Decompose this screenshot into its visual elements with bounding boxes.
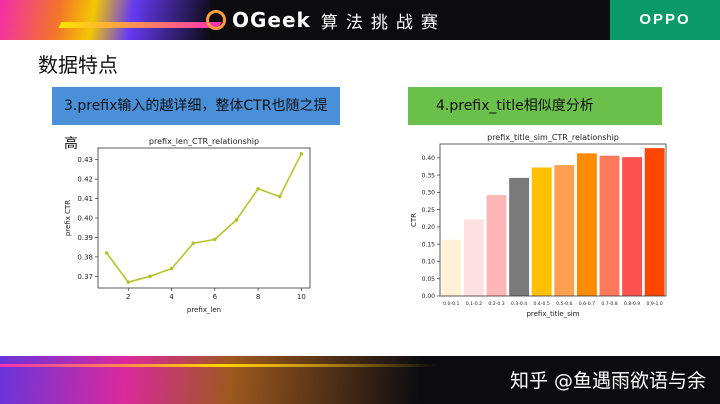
y-axis-label: CTR — [410, 213, 418, 227]
x-tick-label: 0.1-0.2 — [466, 301, 482, 307]
y-tick-label: 0.40 — [77, 215, 93, 223]
point-box-left: 3.prefix输入的越详细，整体CTR也随之提高 — [52, 87, 340, 152]
data-point — [169, 266, 174, 271]
y-tick-label: 0.37 — [77, 273, 93, 281]
y-tick-label: 0.00 — [422, 293, 436, 300]
data-point — [126, 280, 131, 284]
x-tick-label: 10 — [297, 293, 306, 301]
data-point — [234, 218, 239, 222]
footer-neon-stripe — [0, 364, 440, 367]
data-point — [148, 274, 152, 279]
chart-title: prefix_len_CTR_relationship — [149, 137, 259, 146]
y-tick-label: 0.43 — [77, 156, 93, 164]
bar — [644, 148, 665, 296]
data-point — [299, 152, 304, 156]
plot-frame — [439, 143, 667, 297]
x-tick-label: 0.3-0.4 — [511, 301, 527, 307]
ogeek-logo: OGeek 算法挑战赛 — [206, 6, 446, 34]
plot-frame — [97, 147, 311, 289]
data-point — [213, 237, 217, 242]
bar — [486, 195, 507, 296]
x-tick-label: 0.4-0.5 — [534, 301, 550, 307]
data-point — [277, 194, 282, 199]
y-tick-label: 0.39 — [77, 234, 93, 242]
brand-text: OPPO — [639, 11, 691, 28]
slide-title: 数据特点 — [38, 53, 118, 77]
point-box-right: 4.prefix_title相似度分析 — [408, 87, 662, 125]
x-axis-label: prefix_title_sim — [526, 310, 579, 318]
bar — [531, 167, 552, 296]
x-tick-label: 4 — [169, 293, 174, 301]
header-neon-decoration — [0, 0, 210, 40]
y-tick-label: 0.42 — [77, 176, 93, 184]
logo-text: OGeek — [232, 8, 311, 32]
bar — [463, 219, 484, 296]
bar — [622, 157, 643, 296]
y-tick-label: 0.40 — [422, 155, 436, 162]
logo-ring-icon — [206, 10, 226, 30]
x-axis-label: prefix_len — [187, 306, 221, 314]
chart-title: prefix_title_sim_CTR_relationship — [487, 133, 619, 142]
logo-subtitle: 算法挑战赛 — [320, 12, 446, 33]
y-tick-label: 0.38 — [77, 253, 93, 261]
bar — [576, 153, 597, 296]
y-tick-label: 0.35 — [422, 172, 436, 179]
y-axis-label: prefix CTR — [64, 200, 72, 236]
header-neon-stripe — [58, 22, 222, 28]
bar — [599, 155, 620, 296]
data-point — [256, 187, 260, 191]
line-chart: prefix_len_CTR_relationship 2 4 6 8 10 0.37 0.3… — [64, 137, 311, 314]
series-line — [106, 153, 303, 284]
x-tick-label: 0.2-0.3 — [488, 301, 504, 307]
y-tick-label: 0.41 — [77, 195, 93, 203]
bar-chart: prefix_title_sim_CTR_relationship 0.00 0.0… — [410, 133, 667, 318]
x-tick-label: 0.5-0.6 — [556, 301, 572, 307]
y-tick-label: 0.30 — [422, 190, 436, 197]
bar — [441, 239, 462, 296]
x-tick-label: 6 — [213, 293, 218, 301]
x-tick-label: 0.6-0.7 — [579, 301, 595, 307]
y-tick-label: 0.20 — [422, 224, 436, 231]
x-tick-label: 0.9-1.0 — [647, 301, 663, 307]
brand-logo: OPPO — [610, 0, 720, 40]
data-point — [191, 241, 195, 246]
watermark: 知乎 @鱼遇雨欲语与余 — [509, 370, 706, 392]
y-tick-label: 0.10 — [422, 259, 436, 266]
footer-bar: 知乎 @鱼遇雨欲语与余 — [0, 356, 720, 404]
y-tick-label: 0.05 — [422, 276, 436, 283]
y-tick-label: 0.15 — [422, 241, 436, 248]
x-tick-label: 0.8-0.9 — [624, 301, 640, 307]
header-bar: OGeek 算法挑战赛 OPPO — [0, 0, 720, 40]
x-tick-label: 8 — [256, 293, 260, 301]
x-tick-label: 0.0-0.1 — [443, 301, 459, 307]
x-tick-label: 0.7-0.8 — [601, 301, 617, 307]
data-point — [104, 251, 109, 255]
bar — [554, 165, 575, 296]
x-tick-label: 2 — [126, 293, 130, 301]
y-tick-label: 0.25 — [422, 207, 436, 214]
bar — [509, 177, 530, 296]
